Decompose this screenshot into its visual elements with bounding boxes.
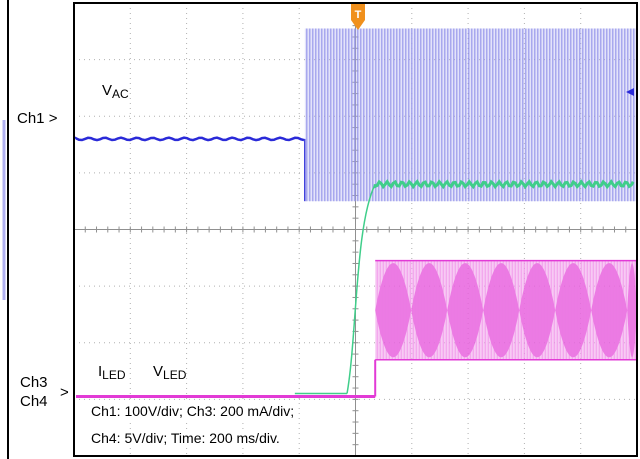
iled-label: ILED <box>98 363 126 382</box>
trigger-label: T <box>355 9 362 21</box>
iled-oscillation <box>376 260 636 360</box>
ch3-ch4-marker: Ch3 Ch4 <box>20 373 48 411</box>
ch1-label: Ch1 <box>17 110 45 127</box>
ch4-label: Ch4 <box>20 393 48 410</box>
vac-label-main: V <box>102 82 113 99</box>
vled-label-main: V <box>153 363 164 380</box>
iled-label-sub: LED <box>102 368 126 382</box>
vac-label: VAC <box>102 82 129 101</box>
iled-label-main: I <box>98 363 103 380</box>
trigger-marker: T <box>351 4 365 30</box>
vac-baseline <box>74 136 305 142</box>
vled-ramp <box>346 183 376 394</box>
ch3-label: Ch3 <box>20 374 48 391</box>
vac-oscillation <box>306 28 635 202</box>
ch1-reference-arrow <box>626 88 634 96</box>
traces <box>74 28 637 399</box>
vac-envelope <box>304 28 637 202</box>
vled-label: VLED <box>153 363 186 382</box>
vled-label-sub: LED <box>163 368 187 382</box>
plot-frame <box>73 2 638 457</box>
vled-settled <box>373 179 635 190</box>
grid <box>73 2 638 457</box>
ch1-marker: Ch1 > <box>17 110 58 127</box>
settings-line-1: Ch1: 100V/div; Ch3: 200 mA/div; <box>88 403 298 419</box>
ch3-ch4-arrow: > <box>60 384 69 401</box>
settings-line-2: Ch4: 5V/div; Time: 200 ms/div. <box>88 430 283 446</box>
vac-label-sub: AC <box>112 87 129 101</box>
